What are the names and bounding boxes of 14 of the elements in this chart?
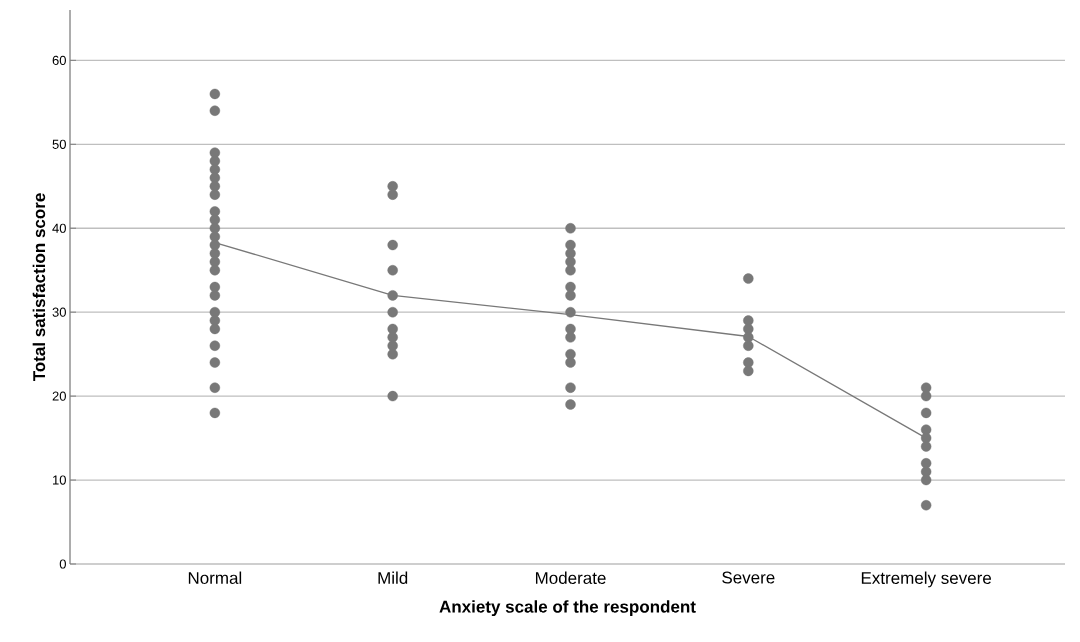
y-tick-label: 60 <box>52 55 66 65</box>
x-tick-label: Severe <box>722 571 775 584</box>
y-axis-title: Total satisfaction score <box>32 193 46 382</box>
y-tick-label: 50 <box>52 139 66 149</box>
y-tick-label: 20 <box>52 391 66 401</box>
y-tick-label: 10 <box>53 475 66 485</box>
x-tick-label: Extremely severe <box>861 571 992 588</box>
y-tick-label: 30 <box>52 307 66 317</box>
x-tick-label: Normal <box>188 571 242 585</box>
x-tick-label: Mild <box>378 571 408 585</box>
x-tick-label: Moderate <box>535 571 606 585</box>
y-tick-label: 0 <box>59 559 66 569</box>
x-axis-title: Anxiety scale of the respondent <box>439 600 696 617</box>
y-tick-label: 40 <box>52 223 66 233</box>
